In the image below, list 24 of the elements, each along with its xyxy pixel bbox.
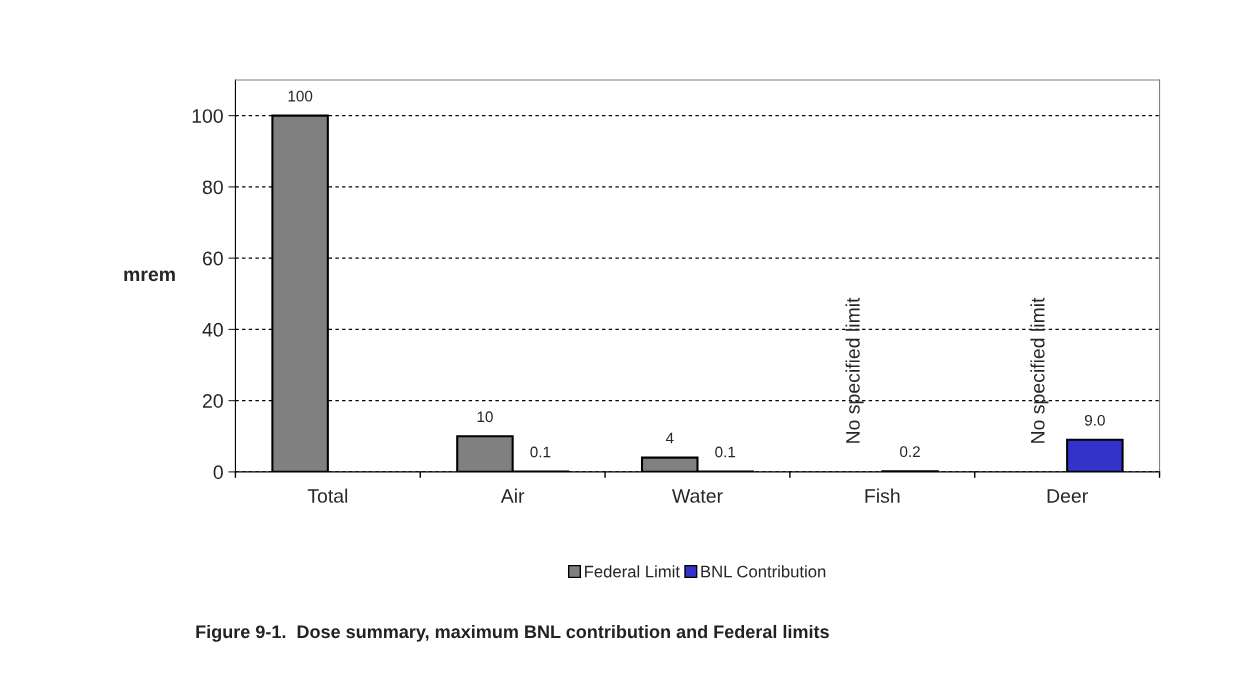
- y-tick-label: 0: [213, 465, 223, 480]
- y-tick-label: 60: [202, 251, 223, 266]
- annotation: No specified limit: [1030, 297, 1049, 443]
- x-tick-label: Total: [307, 488, 348, 503]
- y-tick-label: 80: [202, 180, 223, 195]
- data-label: 10: [477, 411, 493, 423]
- x-tick-label: Deer: [1047, 489, 1088, 503]
- data-label: 0.1: [715, 446, 736, 458]
- data-label: 0.1: [530, 446, 551, 458]
- y-tick-label: 100: [192, 109, 223, 123]
- y-tick-label: 20: [202, 394, 223, 408]
- data-label: 100: [288, 90, 313, 102]
- data-label: 9.0: [1084, 414, 1105, 426]
- x-tick-label: Air: [500, 488, 525, 503]
- caption: Figure 9-1. Dose summary, maximum BNL contribution and Federal limits: [196, 624, 829, 642]
- legend-label: Federal Limit: [585, 565, 680, 578]
- annotation: No specified limit: [845, 297, 864, 443]
- y-tick-label: 40: [202, 322, 223, 337]
- x-tick-label: Fish: [865, 488, 900, 503]
- legend-label: BNL Contribution: [701, 565, 826, 578]
- y-axis-title: mrem: [124, 270, 175, 282]
- data-label: 4: [665, 432, 674, 444]
- x-tick-label: Water: [672, 489, 723, 503]
- data-label: 0.2: [900, 446, 920, 458]
